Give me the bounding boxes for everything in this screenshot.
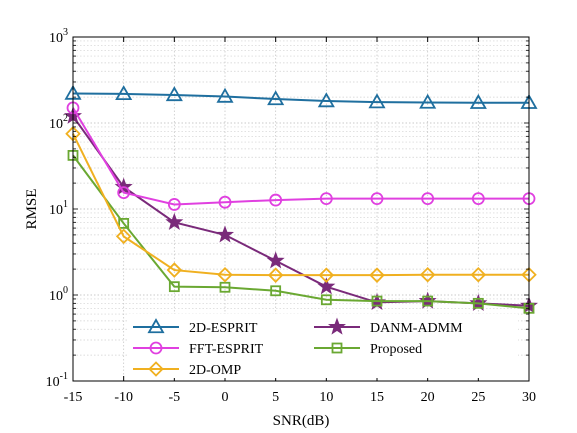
data-point-2d-omp bbox=[318, 267, 335, 283]
data-point-2d-esprit bbox=[469, 93, 487, 109]
y-tick-label: 102 bbox=[49, 113, 68, 132]
legend-swatch-marker bbox=[149, 341, 163, 355]
data-point-2d-esprit bbox=[419, 93, 437, 109]
series-line-proposed bbox=[72, 154, 530, 310]
data-point-fft-esprit bbox=[117, 186, 131, 200]
data-point-danm-admm bbox=[215, 225, 235, 243]
x-tick-label: 20 bbox=[421, 390, 435, 405]
data-point-2d-omp bbox=[470, 266, 487, 283]
data-point-fft-esprit bbox=[218, 195, 232, 209]
legend: 2D-ESPRIT DANM-ADMM FFT-ESPRIT Proposed 2D-O… bbox=[128, 314, 518, 378]
y-tick-base: 10 bbox=[49, 117, 63, 132]
legend-item-proposed: Proposed bbox=[314, 342, 422, 357]
series-line-2d-omp bbox=[72, 133, 529, 277]
data-point-2d-omp bbox=[369, 267, 385, 283]
series-line-2d-esprit bbox=[72, 92, 529, 104]
data-point-2d-omp bbox=[217, 266, 233, 283]
series-layer bbox=[63, 84, 539, 314]
y-tick-label: 101 bbox=[49, 199, 68, 218]
y-tick-exponent: 1 bbox=[63, 199, 68, 210]
data-point-2d-esprit bbox=[216, 87, 234, 103]
data-point-proposed bbox=[422, 295, 434, 307]
y-tick-label: 10-1 bbox=[46, 371, 68, 390]
x-tick-labels: -15 -10 -5 0 5 10 15 20 25 30 bbox=[64, 390, 536, 405]
data-point-proposed bbox=[118, 218, 130, 229]
x-axis-label: SNR(dB) bbox=[273, 413, 330, 429]
data-point-2d-omp bbox=[115, 228, 132, 245]
x-tick-label: 0 bbox=[222, 390, 229, 405]
x-tick-label: 30 bbox=[522, 390, 536, 405]
x-tick-label: 10 bbox=[319, 390, 333, 405]
y-tick-base: 10 bbox=[49, 31, 63, 46]
data-point-fft-esprit bbox=[319, 192, 333, 206]
legend-swatch-marker bbox=[147, 318, 165, 334]
legend-swatch-marker bbox=[331, 342, 343, 354]
data-point-2d-esprit bbox=[317, 92, 335, 108]
legend-label: 2D-ESPRIT bbox=[189, 321, 258, 336]
data-point-proposed bbox=[168, 281, 180, 293]
data-point-fft-esprit bbox=[167, 198, 181, 211]
y-tick-base: 10 bbox=[49, 203, 63, 218]
data-point-2d-esprit bbox=[165, 86, 183, 102]
x-tick-label: 5 bbox=[272, 390, 279, 405]
y-tick-label: 103 bbox=[49, 27, 68, 46]
legend-label: DANM-ADMM bbox=[370, 321, 463, 336]
y-tick-exponent: 2 bbox=[63, 113, 68, 124]
series-line-fft-esprit bbox=[72, 107, 529, 206]
data-point-fft-esprit bbox=[269, 193, 283, 207]
data-point-fft-esprit bbox=[471, 192, 485, 206]
y-tick-label: 100 bbox=[49, 285, 68, 304]
data-point-2d-omp bbox=[419, 266, 436, 283]
data-point-proposed bbox=[219, 281, 231, 293]
legend-label: FFT-ESPRIT bbox=[189, 342, 264, 357]
y-tick-base: 10 bbox=[46, 375, 60, 390]
data-point-fft-esprit bbox=[421, 192, 435, 206]
data-point-fft-esprit bbox=[370, 192, 384, 206]
legend-swatch-marker bbox=[327, 317, 347, 335]
y-tick-exponent: -1 bbox=[60, 371, 68, 382]
data-point-danm-admm bbox=[317, 277, 336, 295]
data-point-2d-esprit bbox=[115, 85, 133, 101]
data-point-proposed bbox=[320, 294, 332, 306]
series-2d-omp bbox=[65, 125, 537, 283]
data-point-proposed bbox=[371, 295, 383, 307]
y-axis-label: RMSE bbox=[24, 189, 40, 230]
x-tick-label: -15 bbox=[64, 390, 83, 405]
data-point-2d-esprit bbox=[368, 93, 386, 109]
legend-label: Proposed bbox=[370, 342, 422, 357]
data-point-danm-admm bbox=[165, 212, 184, 230]
data-point-2d-omp bbox=[267, 267, 284, 283]
x-tick-label: 15 bbox=[370, 390, 384, 405]
data-point-proposed bbox=[472, 297, 484, 309]
x-tick-label: -5 bbox=[168, 390, 180, 405]
x-tick-label: 25 bbox=[471, 390, 485, 405]
data-point-proposed bbox=[270, 285, 282, 297]
data-point-2d-omp bbox=[166, 262, 183, 278]
legend-item-fft-esprit: FFT-ESPRIT bbox=[133, 341, 264, 357]
legend-swatch-marker bbox=[148, 361, 164, 377]
y-tick-exponent: 3 bbox=[63, 27, 68, 38]
legend-label: 2D-OMP bbox=[189, 363, 241, 378]
data-point-2d-esprit bbox=[267, 90, 285, 106]
y-tick-base: 10 bbox=[49, 289, 63, 304]
legend-item-2d-esprit: 2D-ESPRIT bbox=[133, 318, 258, 336]
y-tick-exponent: 0 bbox=[63, 285, 68, 296]
legend-item-danm-admm: DANM-ADMM bbox=[314, 317, 463, 336]
series-proposed bbox=[67, 150, 535, 314]
legend-box bbox=[128, 314, 518, 378]
x-tick-label: -10 bbox=[114, 390, 133, 405]
data-point-danm-admm bbox=[266, 251, 285, 269]
legend-item-2d-omp: 2D-OMP bbox=[133, 361, 241, 378]
